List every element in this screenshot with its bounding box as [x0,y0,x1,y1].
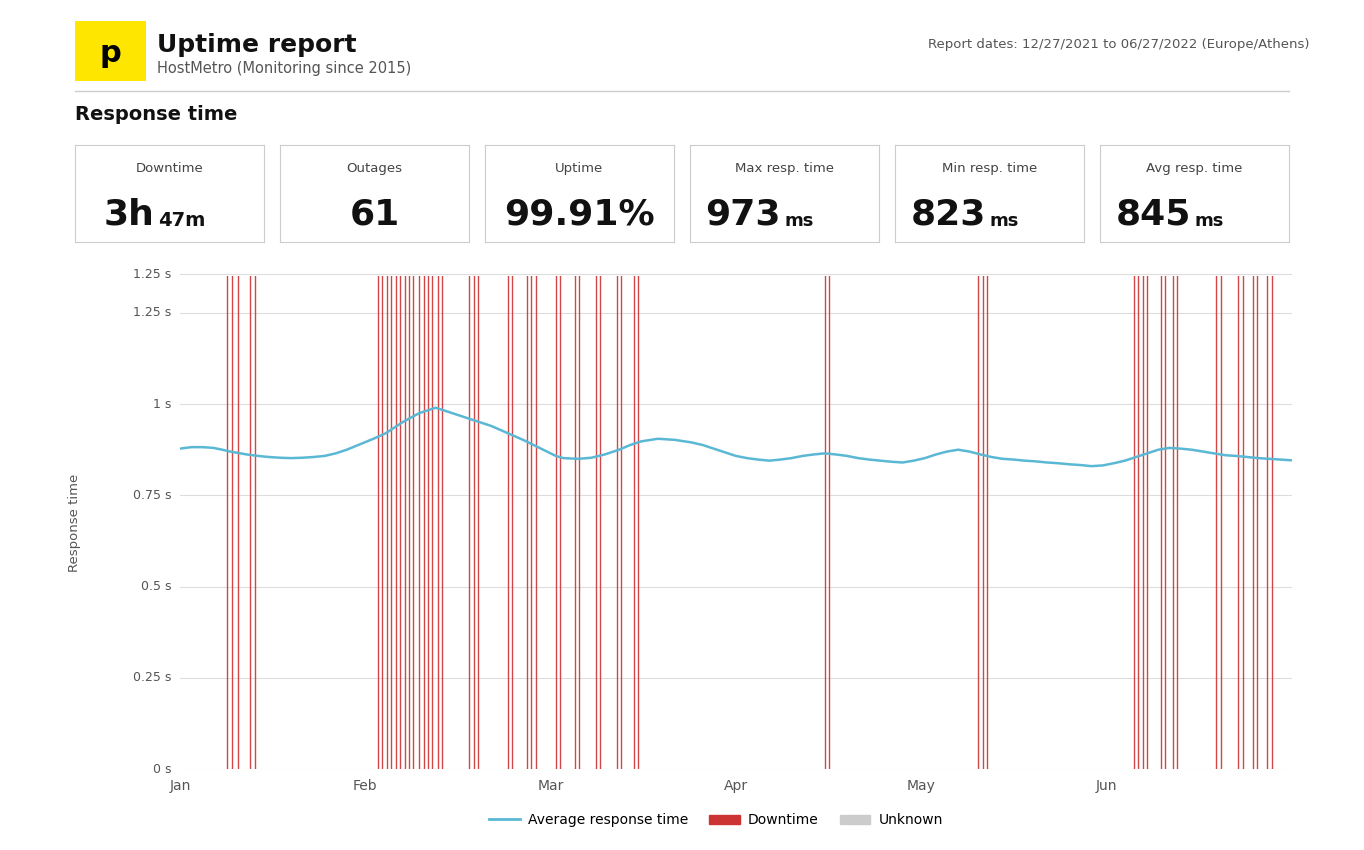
Text: Avg resp. time: Avg resp. time [1147,162,1243,175]
Text: Uptime report: Uptime report [157,33,356,57]
Text: 3h: 3h [104,198,154,232]
Text: 99.91%: 99.91% [505,198,655,232]
Text: 1 s: 1 s [153,398,170,411]
Text: ms: ms [1195,212,1224,230]
Text: 845: 845 [1116,198,1191,232]
Text: HostMetro (Monitoring since 2015): HostMetro (Monitoring since 2015) [157,61,411,76]
Text: Response time: Response time [75,105,237,124]
Text: Downtime: Downtime [135,162,203,175]
Text: Uptime: Uptime [555,162,604,175]
Legend: Average response time, Downtime, Unknown: Average response time, Downtime, Unknown [484,808,948,833]
Text: ms: ms [784,212,814,230]
Text: Outages: Outages [346,162,402,175]
Text: Min resp. time: Min resp. time [943,162,1037,175]
Text: 1.25 s: 1.25 s [132,306,170,320]
Text: 823: 823 [910,198,986,232]
Text: 0.5 s: 0.5 s [140,581,170,593]
Text: 47m: 47m [158,212,206,230]
Text: ms: ms [990,212,1019,230]
Text: 0.75 s: 0.75 s [132,489,170,501]
Text: Max resp. time: Max resp. time [735,162,833,175]
Text: p: p [100,39,121,69]
Text: 0 s: 0 s [153,762,170,776]
Text: Report dates: 12/27/2021 to 06/27/2022 (Europe/Athens): Report dates: 12/27/2021 to 06/27/2022 (… [928,38,1309,51]
Text: 0.25 s: 0.25 s [132,672,170,684]
Text: 973: 973 [705,198,780,232]
Text: 1.25 s: 1.25 s [132,268,170,280]
Text: Response time: Response time [68,473,80,572]
Text: 61: 61 [349,198,400,232]
